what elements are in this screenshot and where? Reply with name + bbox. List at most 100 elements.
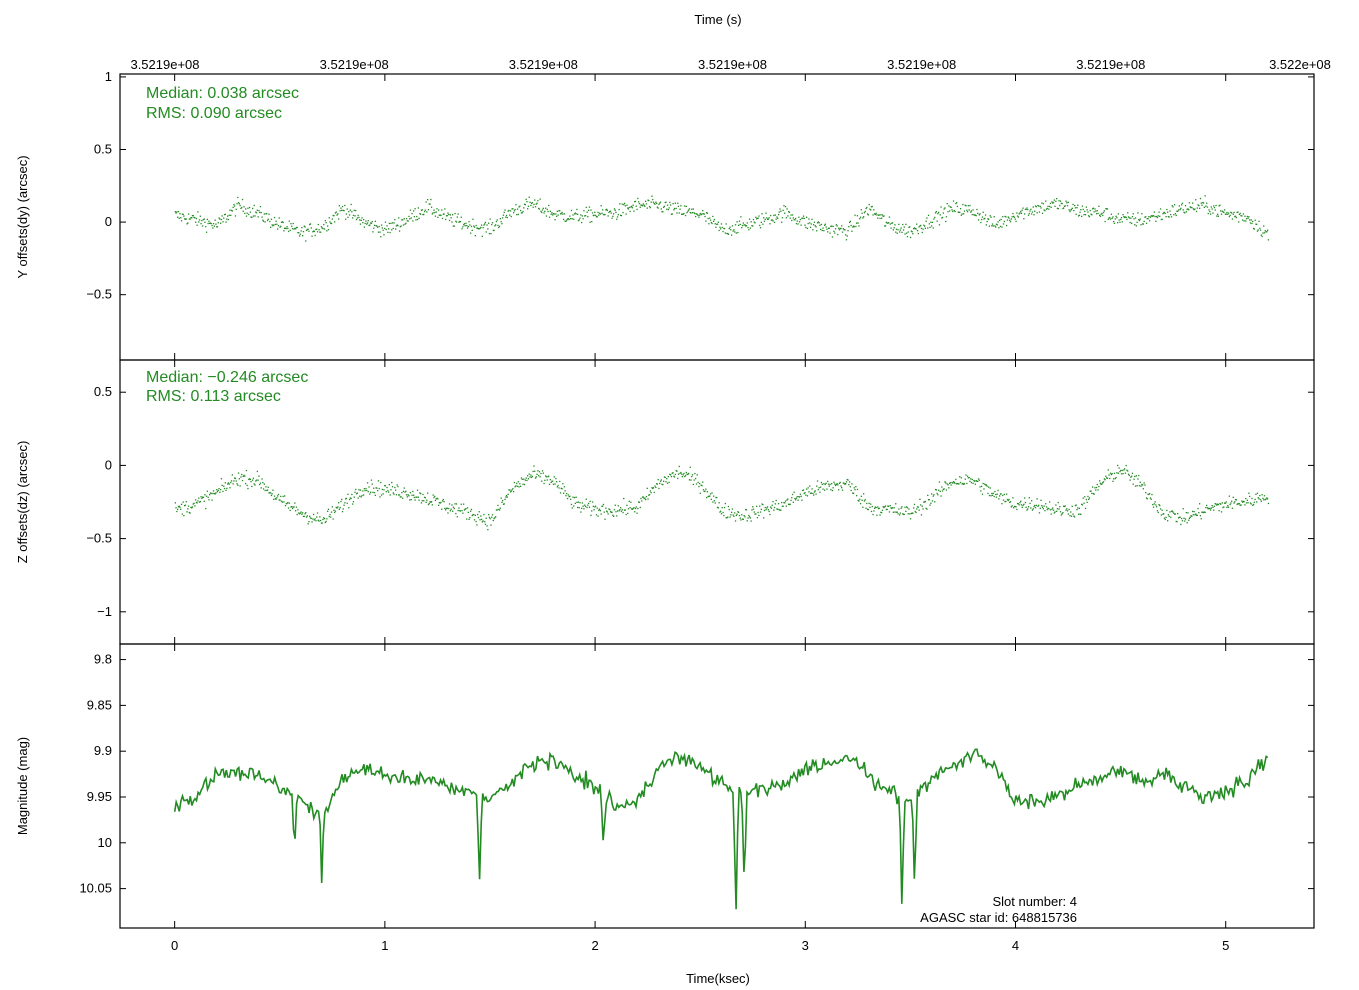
top-axis-title: Time (s) bbox=[694, 12, 741, 27]
data-point bbox=[1045, 506, 1048, 508]
data-point bbox=[948, 205, 950, 207]
data-point bbox=[854, 489, 856, 491]
data-point bbox=[753, 221, 755, 223]
data-point bbox=[1047, 507, 1049, 509]
data-point bbox=[494, 517, 496, 519]
data-point bbox=[210, 492, 212, 495]
data-point bbox=[779, 509, 781, 511]
data-point bbox=[260, 487, 262, 489]
data-point bbox=[1031, 509, 1034, 511]
data-point bbox=[689, 211, 691, 214]
data-point bbox=[619, 509, 621, 511]
data-point bbox=[305, 516, 308, 518]
data-point bbox=[650, 492, 652, 494]
data-point bbox=[485, 517, 487, 519]
data-point bbox=[1006, 219, 1009, 221]
data-point bbox=[402, 490, 405, 492]
data-point bbox=[950, 484, 952, 486]
data-point bbox=[303, 515, 305, 517]
data-point bbox=[359, 219, 361, 221]
data-point bbox=[556, 481, 558, 483]
data-point bbox=[995, 223, 998, 225]
data-point bbox=[485, 231, 487, 233]
data-point bbox=[174, 502, 176, 504]
data-point bbox=[556, 210, 558, 212]
data-point bbox=[938, 489, 940, 491]
data-point bbox=[328, 217, 330, 219]
data-point bbox=[287, 501, 289, 504]
y-offsets-panel: 10.50−0.5 Y offsets(dy) (arcsec) Median:… bbox=[15, 69, 1315, 361]
data-point bbox=[348, 498, 351, 501]
data-point bbox=[589, 221, 591, 223]
data-point bbox=[1177, 210, 1179, 212]
data-point bbox=[593, 214, 595, 216]
data-point bbox=[682, 213, 684, 215]
data-point bbox=[702, 481, 704, 483]
data-point bbox=[492, 229, 494, 232]
data-point bbox=[488, 514, 490, 516]
data-point bbox=[456, 216, 458, 218]
data-point bbox=[881, 214, 884, 216]
data-point bbox=[1114, 477, 1116, 480]
data-point bbox=[391, 481, 393, 484]
data-point bbox=[632, 508, 634, 510]
data-point bbox=[567, 218, 569, 220]
data-point bbox=[413, 494, 415, 496]
data-point bbox=[809, 222, 811, 224]
data-point bbox=[1039, 205, 1041, 207]
data-point bbox=[545, 476, 548, 478]
data-point bbox=[1201, 511, 1203, 513]
data-point bbox=[205, 495, 208, 497]
data-point bbox=[612, 514, 614, 516]
data-point bbox=[238, 478, 240, 480]
data-point bbox=[1115, 476, 1117, 479]
data-point bbox=[1209, 211, 1211, 213]
data-point bbox=[808, 218, 810, 220]
data-point bbox=[448, 503, 451, 505]
data-point bbox=[1049, 205, 1051, 208]
data-point bbox=[794, 498, 796, 500]
data-point bbox=[913, 227, 916, 229]
data-point bbox=[227, 483, 229, 485]
data-point bbox=[272, 225, 274, 227]
data-point bbox=[1102, 214, 1104, 217]
data-point bbox=[1179, 516, 1181, 518]
data-point bbox=[366, 222, 369, 224]
data-point bbox=[953, 210, 955, 212]
data-point bbox=[405, 218, 408, 220]
data-point bbox=[1207, 212, 1209, 215]
data-point bbox=[190, 217, 192, 219]
data-point bbox=[830, 489, 832, 491]
data-point bbox=[311, 235, 313, 237]
data-point bbox=[843, 482, 845, 485]
data-point bbox=[1249, 502, 1252, 504]
data-point bbox=[787, 215, 789, 217]
data-point bbox=[521, 478, 523, 480]
data-point bbox=[663, 476, 666, 478]
data-point bbox=[1175, 520, 1177, 523]
data-point bbox=[666, 204, 669, 206]
data-point bbox=[1181, 202, 1184, 204]
data-point bbox=[291, 506, 293, 508]
data-point bbox=[382, 493, 384, 495]
data-point bbox=[1227, 505, 1229, 507]
data-point bbox=[1261, 494, 1263, 496]
data-point bbox=[633, 210, 635, 212]
data-point bbox=[737, 511, 739, 513]
data-point bbox=[181, 513, 183, 515]
data-point bbox=[402, 219, 404, 221]
data-point bbox=[683, 212, 685, 215]
data-point bbox=[445, 507, 448, 510]
data-point bbox=[541, 480, 543, 482]
data-point bbox=[999, 495, 1001, 497]
data-point bbox=[847, 230, 849, 232]
data-point bbox=[582, 505, 584, 507]
data-point bbox=[1027, 508, 1029, 510]
data-point bbox=[386, 486, 388, 489]
data-point bbox=[1018, 213, 1020, 215]
data-point bbox=[815, 226, 817, 228]
data-point bbox=[380, 224, 383, 226]
data-point bbox=[1037, 204, 1039, 207]
data-point bbox=[271, 224, 273, 226]
